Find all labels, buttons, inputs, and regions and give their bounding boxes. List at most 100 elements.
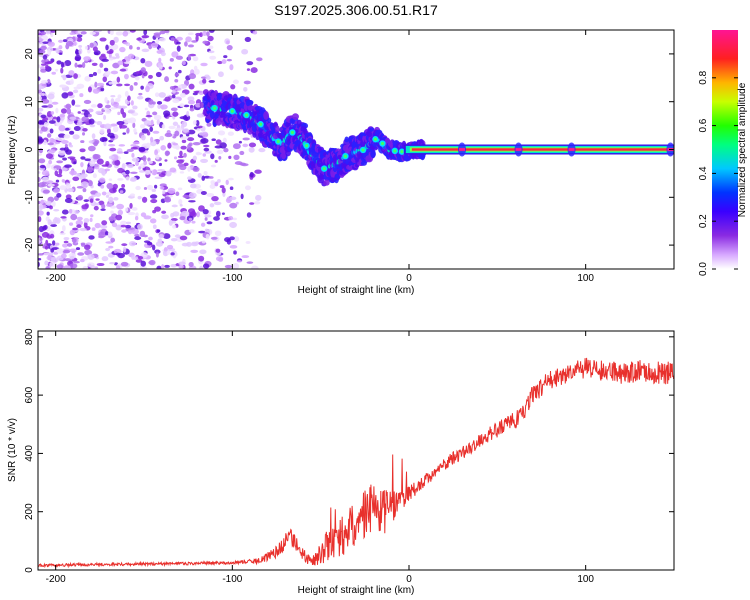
spectrogram-noise-blob [81,116,89,123]
spectrogram-noise-blob [69,229,75,236]
spectrogram-noise-blob [131,157,140,162]
spectrogram-noise-blob [120,108,124,115]
spectrogram-noise-blob [179,116,188,120]
spectrogram-noise-blob [113,196,119,201]
spectrogram-noise-blob [63,134,71,139]
spectrogram-noise-blob [176,41,181,45]
spectrogram-x-tick-label: 0 [406,273,412,284]
spectrogram-noise-blob [243,86,248,92]
spectrogram-noise-blob [200,158,209,163]
spectrogram-noise-blob [38,42,41,49]
spectrogram-noise-blob [118,144,126,147]
spectrogram-noise-blob [175,55,183,60]
spectrogram-noise-blob [51,71,57,75]
spectrogram-noise-blob [40,31,47,36]
spectrogram-noise-blob [227,177,234,181]
spectrogram-noise-blob [46,162,51,169]
spectrogram-noise-blob [38,210,44,216]
spectrogram-noise-blob [179,203,183,207]
spectrogram-noise-blob [62,243,68,248]
snr-y-tick-label: 600 [24,386,35,403]
spectrogram-noise-blob [56,60,62,65]
spectrogram-noise-blob [40,126,48,132]
spectrogram-noise-blob [192,92,198,96]
spectrogram-noise-blob [195,119,200,127]
spectrogram-noise-blob [217,130,226,136]
spectrogram-noise-blob [103,114,107,120]
spectrogram-noise-blob [174,87,182,91]
spectrogram-noise-blob [168,125,176,130]
spectrogram-noise-blob [258,147,266,153]
spectrogram-ridge-blob [246,99,254,105]
spectrogram-noise-blob [66,243,73,247]
spectrogram-noise-blob [183,162,189,167]
spectrogram-noise-blob [46,211,50,216]
spectrogram-noise-blob [99,128,105,134]
spectrogram-noise-blob [41,170,50,176]
spectrogram-noise-blob [66,187,75,192]
spectrogram-x-tick-label: -200 [46,273,66,284]
spectrogram-noise-blob [59,147,66,151]
spectrogram-noise-blob [215,210,221,217]
spectrogram-noise-blob [96,262,105,267]
spectrogram-y-tick-label: -20 [24,237,35,252]
spectrogram-noise-blob [170,237,178,242]
spectrogram-noise-blob [146,184,154,191]
spectrogram-noise-blob [96,158,104,165]
spectrogram-noise-blob [83,99,92,105]
spectrogram-noise-blob [196,113,205,118]
spectrogram-noise-blob [208,80,215,83]
spectrogram-noise-blob [41,105,49,108]
spectrogram-noise-blob [131,153,135,158]
spectrogram-noise-blob [38,64,41,69]
spectrogram-noise-blob [73,260,80,264]
spectrogram-noise-blob [122,246,127,253]
spectrogram-noise-blob [94,81,98,88]
spectrogram-noise-blob [100,87,105,92]
spectrogram-noise-blob [100,208,106,211]
spectrogram-noise-blob [215,251,222,256]
spectrogram-noise-blob [39,49,46,54]
spectrogram-noise-blob [75,48,79,56]
spectrogram-ridge-blob [263,111,269,120]
spectrogram-noise-blob [196,128,201,132]
spectrogram-noise-blob [101,220,108,226]
spectrogram-noise-blob [91,62,98,67]
spectrogram-noise-blob [77,64,84,68]
spectrogram-noise-blob [149,136,154,143]
spectrogram-noise-blob [205,233,210,240]
spectrogram-noise-blob [45,153,54,159]
spectrogram-noise-blob [229,236,235,241]
spectrogram-ridge-blob [367,131,373,138]
spectrogram-hot-spot-center [304,144,309,148]
spectrogram-noise-blob [103,123,112,130]
spectrogram-noise-blob [127,211,136,216]
spectrogram-noise-blob [226,44,233,51]
colorbar-tick-label: 0.0 [698,262,709,276]
spectrogram-noise-blob [99,62,104,68]
spectrogram-noise-blob [136,37,142,41]
spectrogram-ridge-blob [344,136,349,143]
spectrogram-noise-blob [203,170,208,176]
spectrogram-noise-blob [108,216,115,222]
spectrogram-noise-blob [246,68,251,72]
spectrogram-y-tick-label: 20 [24,48,35,60]
spectrogram-noise-blob [109,39,115,46]
spectrogram-noise-blob [74,209,80,215]
spectrogram-noise-blob [132,105,138,110]
spectrogram-noise-blob [143,30,148,36]
spectrogram-noise-blob [47,49,52,56]
spectrogram-noise-blob [96,121,103,126]
spectrogram-noise-blob [52,201,56,207]
spectrogram-noise-blob [59,52,63,55]
spectrogram-noise-blob [134,216,139,221]
spectrogram-noise-blob [201,240,206,244]
spectrogram-noise-blob [65,183,72,189]
spectrogram-noise-blob [38,171,41,174]
spectrogram-noise-blob [41,176,50,182]
spectrogram-noise-blob [91,133,96,140]
spectrogram-noise-blob [97,68,102,74]
spectrogram-noise-blob [72,176,80,182]
spectrogram-noise-blob [251,265,259,269]
